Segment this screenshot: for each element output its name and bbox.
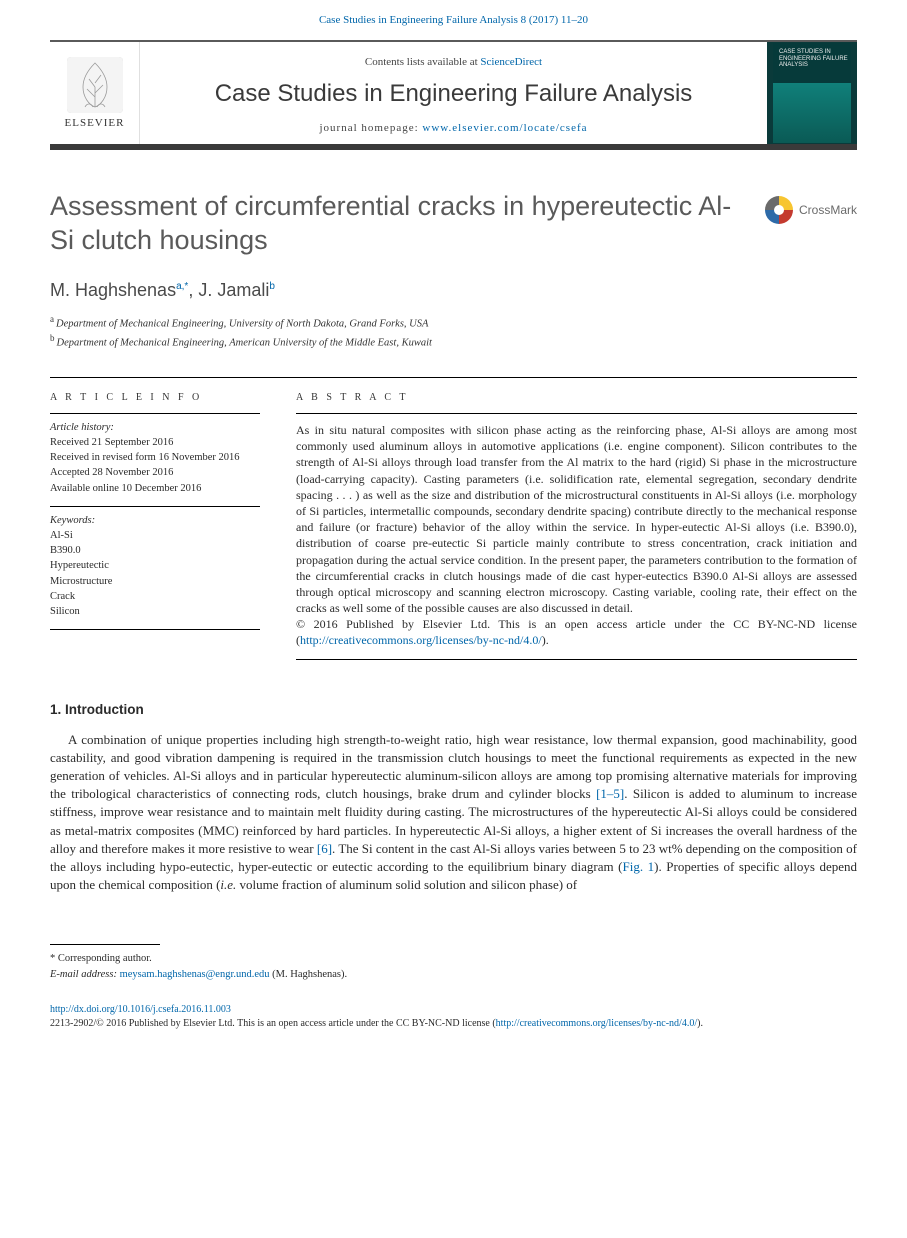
- ref-link-6[interactable]: [6]: [317, 841, 332, 856]
- info-divider-3: [50, 629, 260, 630]
- journal-banner: ELSEVIER Contents lists available at Sci…: [50, 40, 857, 150]
- introduction-paragraph: A combination of unique properties inclu…: [50, 731, 857, 895]
- title-row: Assessment of circumferential cracks in …: [50, 190, 857, 258]
- journal-name: Case Studies in Engineering Failure Anal…: [150, 80, 757, 108]
- publisher-block: ELSEVIER: [50, 42, 140, 144]
- keyword: Hypereutectic: [50, 558, 260, 573]
- keyword: Al-Si: [50, 528, 260, 543]
- article-info-label: A R T I C L E I N F O: [50, 392, 260, 403]
- history-item: Received in revised form 16 November 201…: [50, 450, 260, 465]
- history-label: Article history:: [50, 422, 260, 433]
- sciencedirect-link[interactable]: ScienceDirect: [480, 56, 542, 68]
- banner-center: Contents lists available at ScienceDirec…: [140, 42, 767, 144]
- history-item: Available online 10 December 2016: [50, 481, 260, 496]
- abstract-bottom-divider: [296, 659, 857, 660]
- keyword: B390.0: [50, 543, 260, 558]
- fig-ref-1[interactable]: Fig. 1: [623, 859, 655, 874]
- crossmark-icon: [765, 196, 793, 224]
- article-info-column: A R T I C L E I N F O Article history: R…: [50, 392, 260, 668]
- info-divider-2: [50, 506, 260, 507]
- author-2-affil-sup: b: [269, 281, 275, 292]
- issn-line: 2213-2902/© 2016 Published by Elsevier L…: [50, 1018, 496, 1029]
- article-title: Assessment of circumferential cracks in …: [50, 190, 765, 258]
- keywords-list: Al-Si B390.0 Hypereutectic Microstructur…: [50, 528, 260, 619]
- author-2-name: J. Jamali: [198, 280, 269, 300]
- affiliation-a: aDepartment of Mechanical Engineering, U…: [50, 313, 857, 332]
- contents-prefix: Contents lists available at: [365, 56, 480, 68]
- abstract-column: A B S T R A C T As in situ natural compo…: [296, 392, 857, 668]
- header-journal: Case Studies in Engineering Failure Anal…: [319, 14, 518, 26]
- email-label: E-mail address:: [50, 969, 117, 980]
- elsevier-tree-icon: [67, 57, 123, 113]
- abstract-divider: [296, 413, 857, 414]
- contents-line: Contents lists available at ScienceDirec…: [150, 56, 757, 68]
- footer-close: ).: [697, 1018, 703, 1029]
- history-item: Received 21 September 2016: [50, 435, 260, 450]
- affiliation-b: bDepartment of Mechanical Engineering, A…: [50, 332, 857, 351]
- header-citation-link[interactable]: Case Studies in Engineering Failure Anal…: [319, 14, 588, 26]
- cover-text: CASE STUDIES IN ENGINEERING FAILURE ANAL…: [779, 49, 851, 69]
- email-link[interactable]: meysam.haghshenas@engr.und.edu: [120, 969, 270, 980]
- affiliations: aDepartment of Mechanical Engineering, U…: [50, 313, 857, 352]
- license-link[interactable]: http://creativecommons.org/licenses/by-n…: [300, 633, 542, 647]
- footer-license-link[interactable]: http://creativecommons.org/licenses/by-n…: [496, 1018, 697, 1029]
- homepage-line: journal homepage: www.elsevier.com/locat…: [150, 122, 757, 134]
- keywords-label: Keywords:: [50, 515, 260, 526]
- divider: [50, 377, 857, 378]
- info-abstract-row: A R T I C L E I N F O Article history: R…: [50, 392, 857, 668]
- keyword: Silicon: [50, 604, 260, 619]
- crossmark-label: CrossMark: [799, 203, 857, 217]
- publisher-name: ELSEVIER: [65, 117, 125, 129]
- crossmark-badge[interactable]: CrossMark: [765, 196, 857, 224]
- doi-link[interactable]: http://dx.doi.org/10.1016/j.csefa.2016.1…: [50, 1004, 231, 1015]
- author-1-name: M. Haghshenas: [50, 280, 176, 300]
- footer-block: http://dx.doi.org/10.1016/j.csefa.2016.1…: [50, 1003, 857, 1031]
- keyword: Microstructure: [50, 574, 260, 589]
- ref-link-1-5[interactable]: [1–5]: [596, 786, 624, 801]
- history-item: Accepted 28 November 2016: [50, 465, 260, 480]
- corresponding-author-note: * Corresponding author.: [50, 951, 857, 967]
- cover-thumbnail: CASE STUDIES IN ENGINEERING FAILURE ANAL…: [773, 43, 851, 143]
- footnote-rule: [50, 944, 160, 945]
- footnotes: * Corresponding author. E-mail address: …: [50, 951, 857, 983]
- abstract-label: A B S T R A C T: [296, 392, 857, 403]
- email-author: (M. Haghshenas).: [272, 969, 347, 980]
- email-line: E-mail address: meysam.haghshenas@engr.u…: [50, 967, 857, 983]
- abstract-copyright-close: ).: [542, 633, 549, 647]
- info-divider-1: [50, 413, 260, 414]
- keyword: Crack: [50, 589, 260, 604]
- history-list: Received 21 September 2016 Received in r…: [50, 435, 260, 496]
- abstract-text: As in situ natural composites with silic…: [296, 422, 857, 649]
- running-header: Case Studies in Engineering Failure Anal…: [0, 0, 907, 34]
- introduction-heading: 1. Introduction: [50, 702, 857, 717]
- homepage-link[interactable]: www.elsevier.com/locate/csefa: [422, 122, 587, 134]
- journal-cover: CASE STUDIES IN ENGINEERING FAILURE ANAL…: [767, 42, 857, 144]
- header-volpages: 8 (2017) 11–20: [521, 14, 588, 26]
- abstract-body: As in situ natural composites with silic…: [296, 423, 857, 615]
- author-list: M. Haghshenasa,*, J. Jamalib: [50, 280, 857, 301]
- homepage-prefix: journal homepage:: [319, 122, 422, 134]
